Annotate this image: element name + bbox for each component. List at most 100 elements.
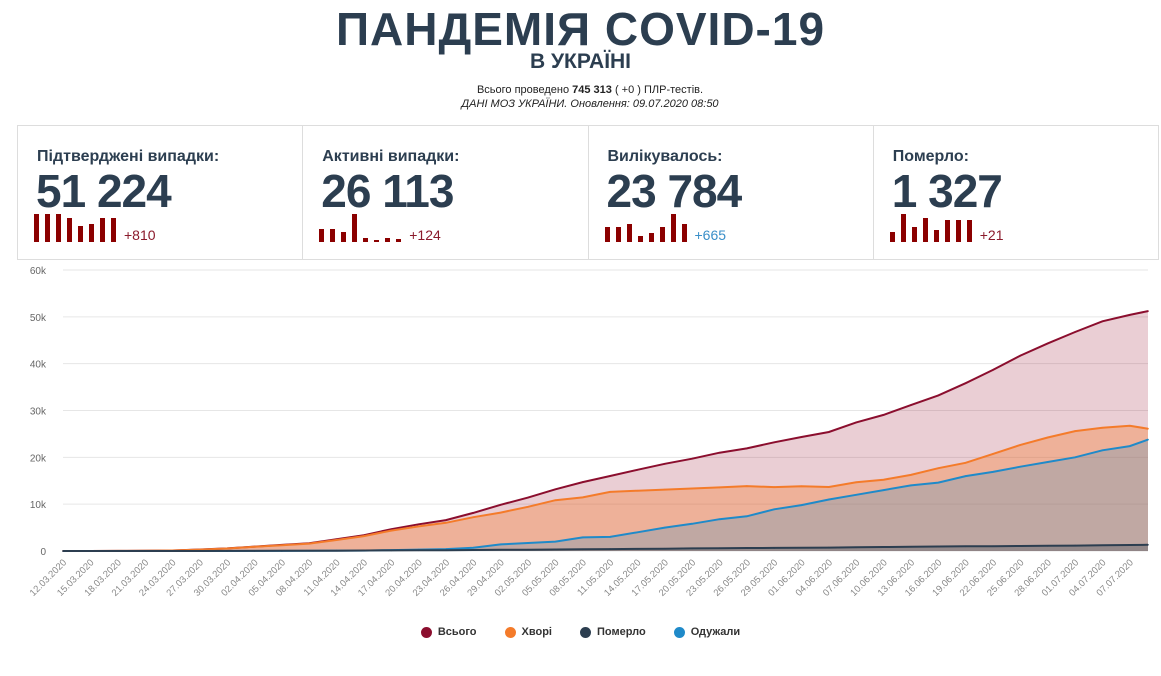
data-point	[1019, 465, 1022, 468]
data-point	[335, 549, 338, 552]
data-point	[1019, 354, 1022, 357]
legend-item-active[interactable]: Хворі	[504, 626, 552, 638]
data-point	[581, 496, 584, 499]
spark-bar	[56, 214, 61, 242]
data-point	[281, 550, 283, 552]
data-point	[910, 404, 912, 406]
data-point	[335, 539, 338, 541]
spark-bar	[648, 233, 654, 242]
spark-bar	[352, 214, 358, 242]
data-point	[527, 496, 529, 499]
data-point	[746, 447, 748, 450]
data-source: ДАНІ МОЗ УКРАЇНИ. Оновлення: 09.07.2020 …	[461, 98, 719, 110]
data-point	[691, 523, 693, 525]
data-point	[992, 471, 994, 473]
legend-label: Всього	[437, 626, 477, 638]
spark-bar	[889, 231, 895, 242]
stats-cards: Підтверджені випадки: 51 224 +810 Активні …	[17, 125, 1159, 260]
series-area	[63, 425, 1148, 551]
legend-item-deaths[interactable]: Померло	[579, 626, 646, 638]
data-point	[1074, 456, 1076, 459]
data-point	[691, 547, 693, 550]
data-point	[417, 549, 420, 552]
data-point	[800, 546, 803, 549]
spark-bar	[330, 228, 336, 242]
data-point	[527, 542, 529, 544]
data-point	[445, 522, 447, 524]
data-point	[1147, 543, 1149, 546]
data-point	[828, 431, 830, 433]
data-point	[937, 394, 940, 397]
legend-item-total[interactable]: Всього	[420, 626, 477, 638]
spark-bar	[67, 218, 72, 242]
data-point	[855, 494, 858, 496]
data-point	[499, 543, 502, 546]
data-point	[910, 545, 912, 548]
covid-chart: 010k20k30k40k50k60k12.03.202015.03.20201…	[28, 266, 1149, 599]
spark-bar	[626, 224, 632, 242]
sparkline	[319, 212, 402, 242]
card-value: 1 327	[891, 165, 1003, 217]
legend-dot	[673, 626, 685, 638]
spark-bar	[385, 237, 391, 242]
data-point	[1074, 331, 1076, 333]
spark-bar	[670, 214, 676, 242]
data-point	[1019, 545, 1022, 547]
data-point	[1128, 314, 1131, 316]
data-point	[527, 548, 529, 551]
data-point	[472, 512, 475, 514]
spark-bar	[900, 214, 906, 242]
spark-bar	[34, 214, 39, 242]
data-point	[828, 486, 830, 488]
card-delta: +124	[409, 227, 441, 243]
data-point	[1019, 444, 1022, 446]
sparkline	[889, 212, 972, 242]
legend-item-recovered[interactable]: Одужали	[673, 626, 741, 638]
sparkline	[604, 212, 687, 242]
spark-bar	[78, 226, 83, 242]
data-point	[445, 519, 447, 521]
data-point	[773, 508, 775, 511]
legend-label: Одужали	[690, 626, 741, 638]
spark-bar	[615, 227, 621, 242]
data-point	[1046, 342, 1049, 345]
data-point	[746, 547, 748, 549]
data-point	[855, 421, 858, 424]
data-point	[992, 369, 994, 371]
data-point	[62, 550, 64, 552]
data-point	[828, 498, 830, 501]
spark-bar	[396, 239, 402, 242]
data-point	[1101, 544, 1104, 547]
page-subtitle: В УКРАЇНІ	[529, 50, 631, 73]
card-label: Активні випадки:	[322, 148, 460, 165]
data-point	[718, 518, 721, 520]
data-point	[1147, 310, 1149, 312]
data-point	[910, 474, 912, 476]
sparkline	[34, 212, 116, 242]
spark-bar	[319, 228, 325, 242]
y-tick-label: 20k	[30, 453, 47, 464]
data-point	[1128, 425, 1131, 427]
tests-value: 745 313	[572, 84, 612, 96]
card-recovered: Вилікувалось: 23 784 +665	[589, 126, 874, 259]
spark-bar	[111, 218, 116, 242]
data-point	[1147, 438, 1149, 441]
data-point	[746, 485, 748, 487]
spark-bar	[966, 219, 972, 242]
legend-dot	[420, 626, 432, 638]
data-point	[253, 545, 256, 548]
legend-dot	[579, 626, 591, 638]
spark-bar	[911, 227, 917, 242]
data-point	[226, 550, 228, 552]
spark-bar	[45, 214, 50, 242]
y-tick-label: 40k	[30, 360, 47, 371]
series-area	[63, 544, 1148, 551]
data-point	[1046, 436, 1049, 439]
card-active: Активні випадки: 26 113 +124	[303, 126, 589, 259]
data-point	[691, 487, 693, 490]
y-tick-label: 30k	[30, 407, 47, 418]
data-point	[554, 488, 557, 491]
data-point	[144, 550, 146, 552]
data-point	[554, 548, 557, 551]
spark-bar	[100, 218, 105, 242]
